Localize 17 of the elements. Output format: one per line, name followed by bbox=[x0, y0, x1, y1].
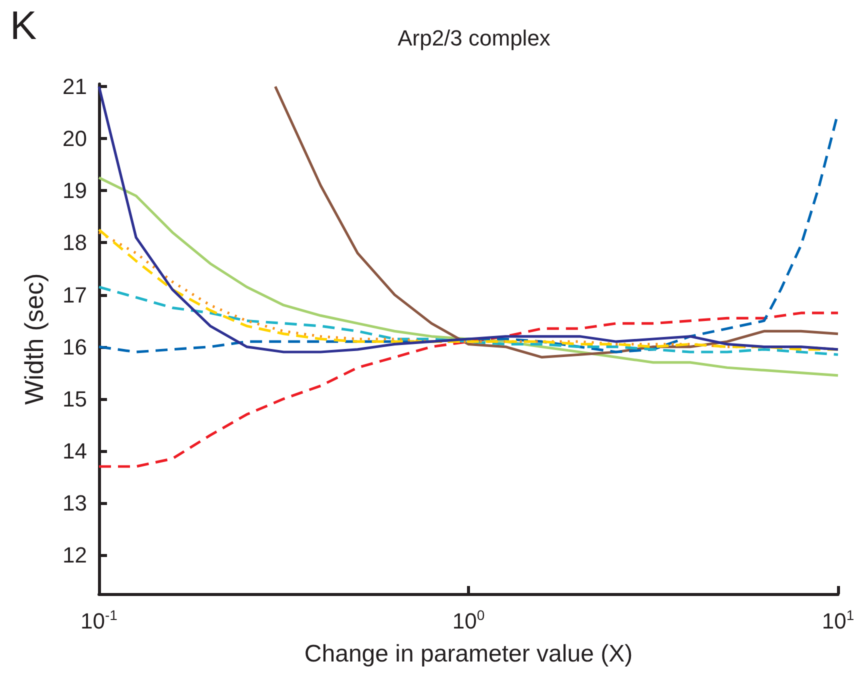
text: K bbox=[10, 4, 37, 48]
y-tick-label: 21 bbox=[62, 74, 87, 100]
y-tick-label: 16 bbox=[62, 334, 87, 360]
line-series bbox=[98, 176, 840, 377]
y-tick-label: 18 bbox=[62, 230, 87, 256]
line-series bbox=[98, 312, 840, 468]
y-tick-label: 12 bbox=[62, 542, 87, 568]
line-series bbox=[98, 286, 840, 356]
x-axis-title: Change in parameter value (X) bbox=[304, 640, 633, 668]
y-tick-label: 15 bbox=[62, 386, 87, 412]
y-tick-label: 14 bbox=[62, 438, 87, 464]
y-tick-label: 17 bbox=[62, 282, 87, 308]
y-tick-label: 19 bbox=[62, 178, 87, 204]
y-axis-title: Width (sec) bbox=[19, 273, 49, 405]
chart-title: Arp2/3 complex bbox=[398, 26, 550, 50]
y-tick-label: 20 bbox=[62, 126, 87, 152]
y-tick-label: 13 bbox=[62, 490, 87, 516]
